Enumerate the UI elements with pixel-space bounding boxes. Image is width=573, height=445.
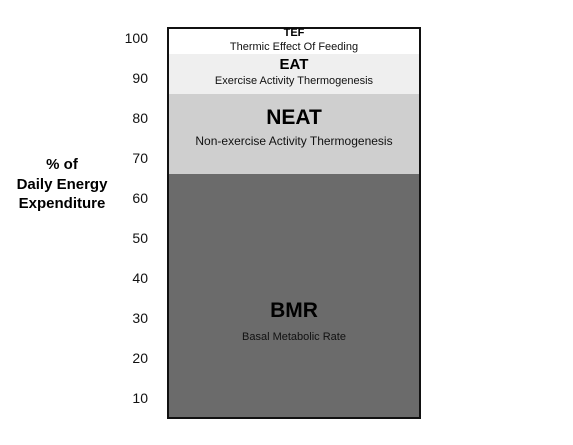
y-tick-label: 10	[132, 390, 148, 406]
y-tick-label: 100	[125, 30, 149, 46]
y-tick-label: 20	[132, 350, 148, 366]
bar-segment-eat	[168, 54, 420, 94]
bar-segment-tef	[168, 28, 420, 54]
segment-label-neat: NEAT	[266, 106, 322, 129]
bar-segment-neat	[168, 94, 420, 174]
y-tick-label: 70	[132, 150, 148, 166]
y-axis-title-line: Daily Energy	[16, 175, 108, 193]
segment-description-bmr: Basal Metabolic Rate	[242, 331, 346, 343]
segment-description-neat: Non-exercise Activity Thermogenesis	[195, 134, 392, 148]
bar-outline	[167, 27, 421, 419]
segment-label-eat: EAT	[280, 56, 309, 73]
segment-description-tef: Thermic Effect Of Feeding	[230, 41, 358, 53]
y-axis-title-line: % of	[46, 156, 78, 173]
segment-description-eat: Exercise Activity Thermogenesis	[215, 75, 374, 87]
y-tick-label: 90	[132, 70, 148, 86]
y-tick-label: 60	[132, 190, 148, 206]
y-tick-label: 30	[132, 310, 148, 326]
bar-segment-bmr	[168, 174, 420, 418]
segment-label-bmr: BMR	[270, 299, 318, 322]
y-tick-label: 40	[132, 270, 148, 286]
y-tick-label: 80	[132, 110, 148, 126]
segment-label-tef: TEF	[284, 27, 305, 39]
y-tick-label: 50	[132, 230, 148, 246]
y-axis-title-line: Expenditure	[18, 195, 106, 212]
y-axis-title: % of Daily Energy Expenditure	[10, 155, 114, 214]
